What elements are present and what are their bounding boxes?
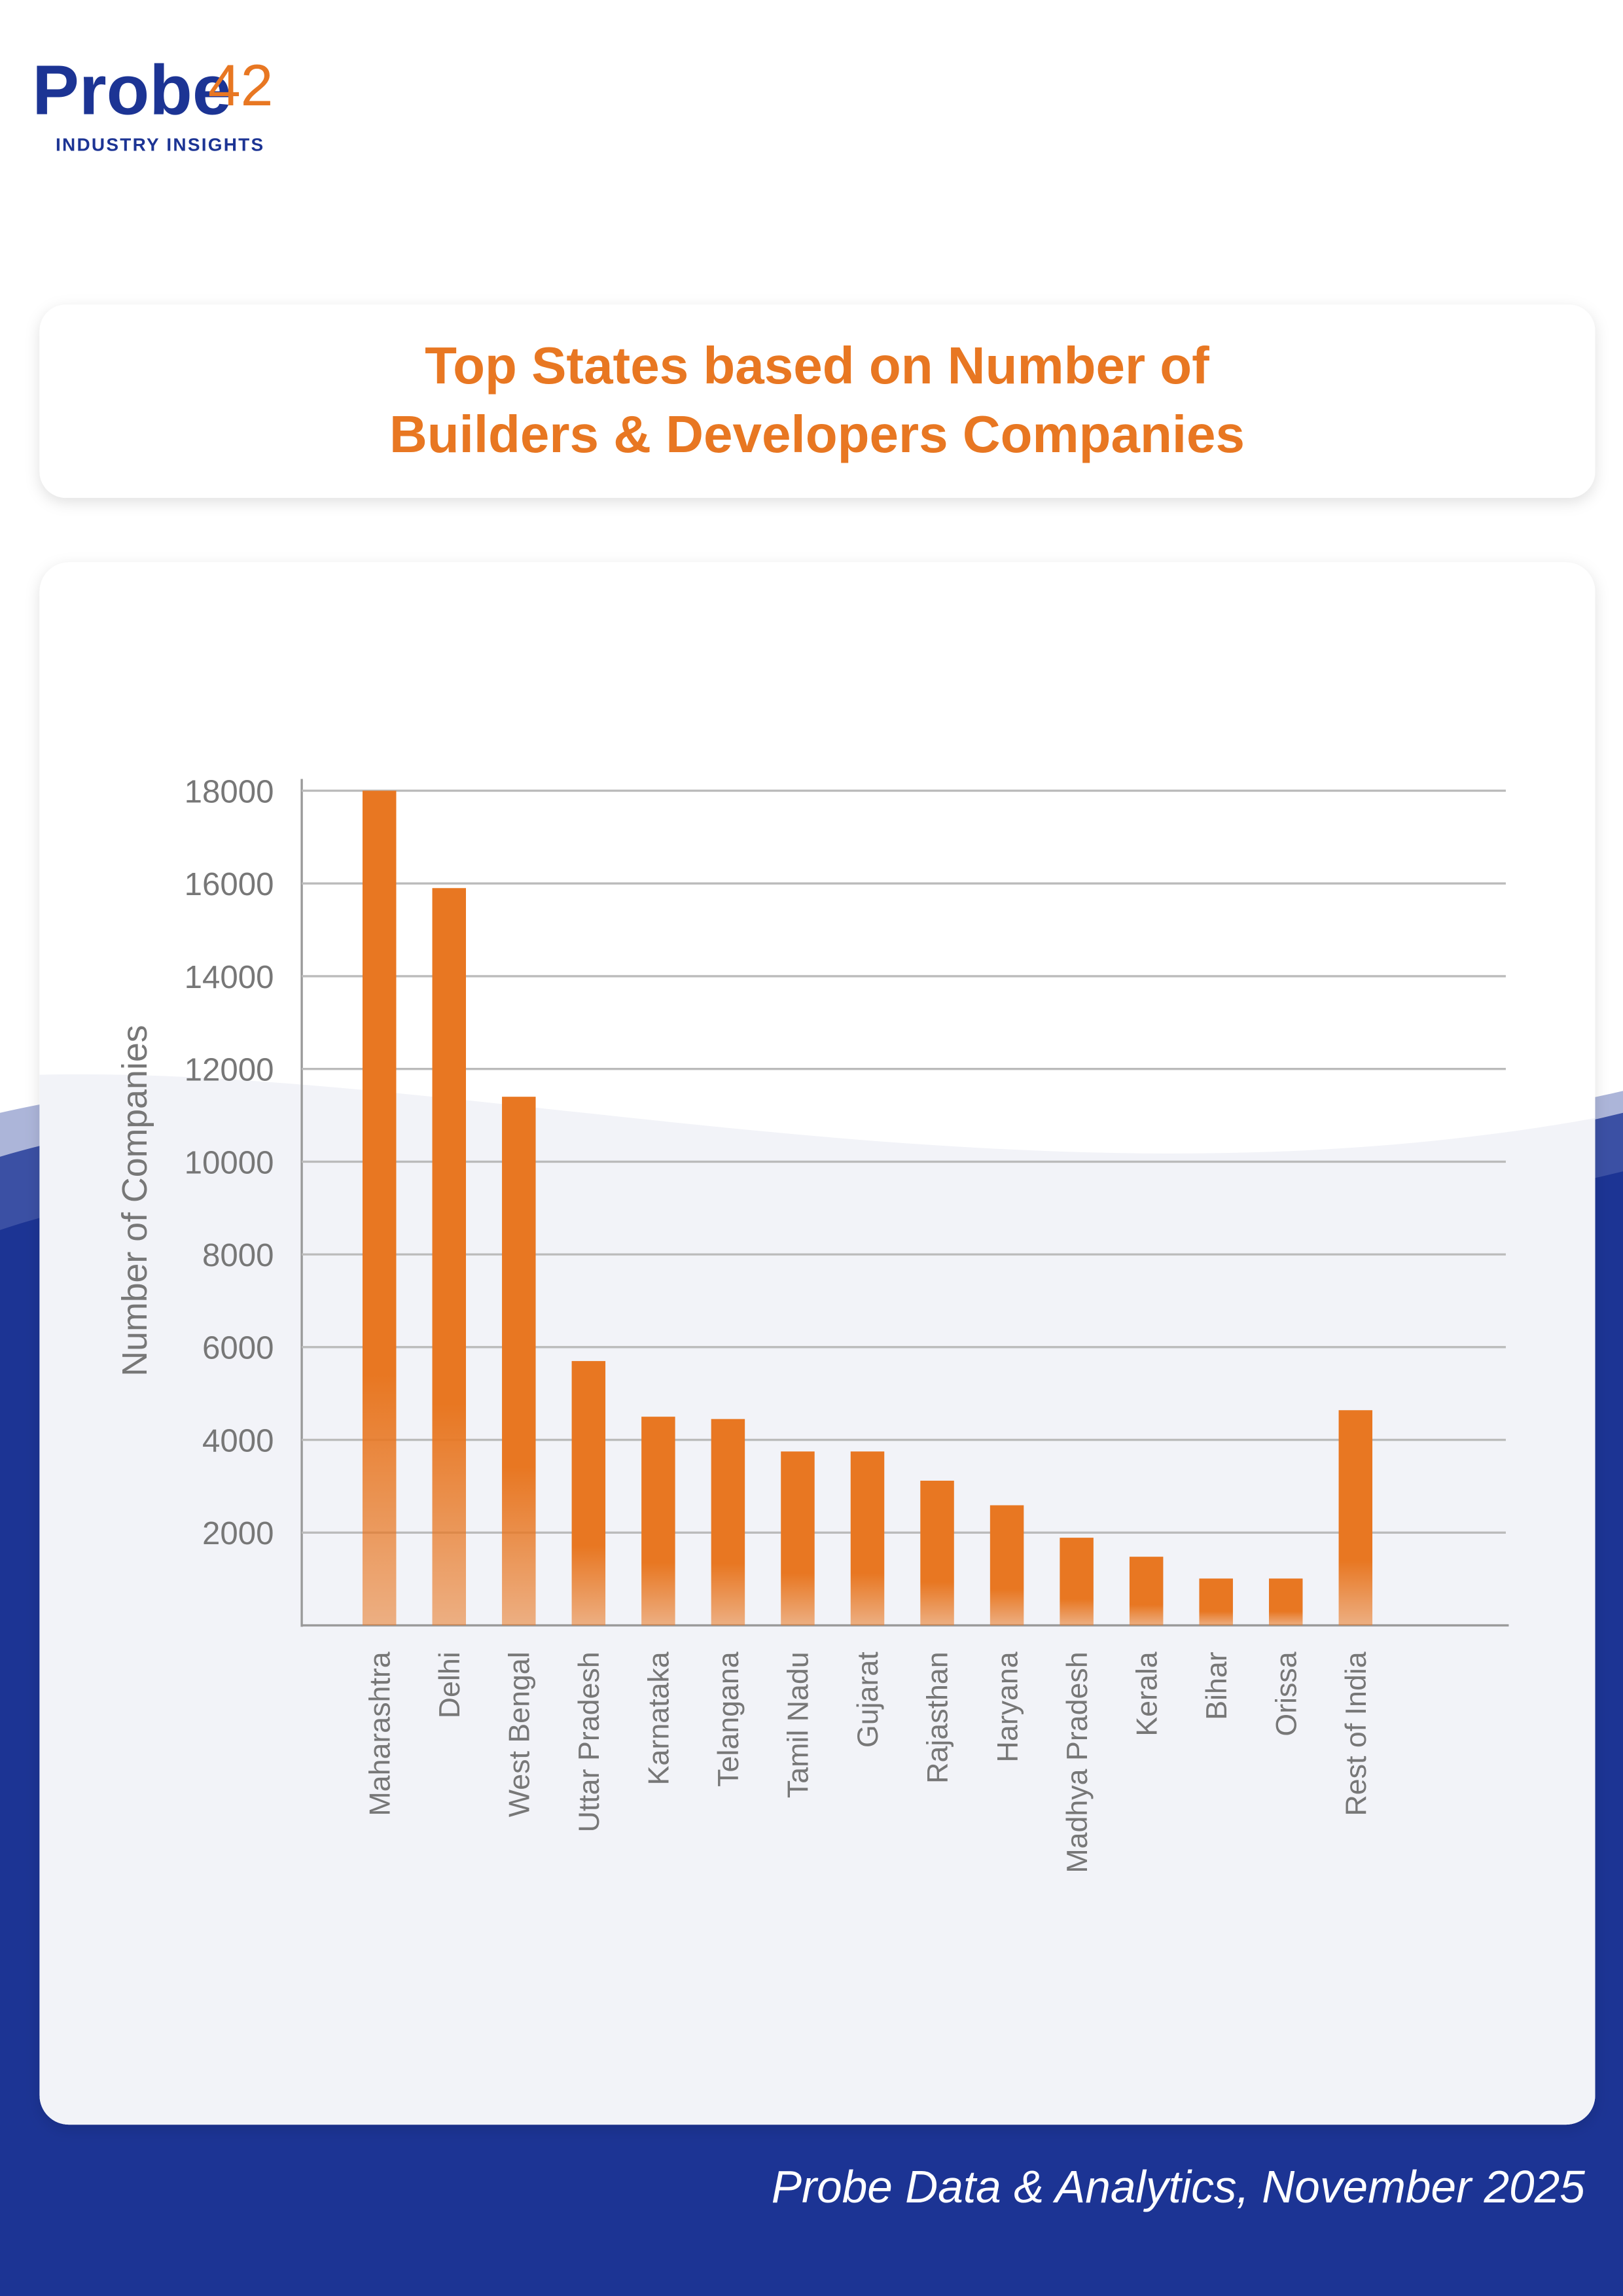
x-tick-label: Bihar bbox=[1200, 1651, 1233, 1720]
y-axis-label: Number of Companies bbox=[115, 1025, 154, 1376]
y-tick-label: 2000 bbox=[202, 1515, 274, 1551]
plot: 2000 4000 6000 8000 10000 12000 14000 16000 1800… bbox=[185, 773, 1509, 1873]
y-tick-label: 12000 bbox=[185, 1052, 274, 1088]
bar bbox=[571, 1361, 606, 1626]
logo-number: 42 bbox=[208, 52, 274, 118]
bar bbox=[781, 1451, 815, 1626]
x-tick-label: Orissa bbox=[1270, 1651, 1302, 1736]
y-tick-label: 14000 bbox=[185, 959, 274, 995]
bar bbox=[432, 888, 466, 1626]
x-tick-label: Uttar Pradesh bbox=[573, 1651, 605, 1832]
x-tick-label: West Bengal bbox=[503, 1651, 535, 1817]
chart-title: Top States based on Number of Builders &… bbox=[389, 336, 1245, 463]
y-tick-label: 4000 bbox=[202, 1422, 274, 1458]
x-tick-label: Telangana bbox=[712, 1651, 745, 1787]
x-tick-label: Haryana bbox=[991, 1651, 1024, 1762]
bar bbox=[641, 1417, 675, 1626]
x-tick-label: Kerala bbox=[1130, 1651, 1163, 1736]
bar bbox=[990, 1505, 1024, 1626]
y-tick-label: 10000 bbox=[185, 1144, 274, 1180]
bar bbox=[850, 1451, 885, 1626]
bar bbox=[920, 1480, 954, 1626]
x-tick-label: Maharashtra bbox=[363, 1651, 396, 1816]
x-tick-label: Rajasthan bbox=[921, 1651, 954, 1783]
bar bbox=[711, 1419, 745, 1626]
y-tick-label: 16000 bbox=[185, 866, 274, 902]
x-tick-label: Karnataka bbox=[643, 1651, 675, 1785]
bar bbox=[1129, 1557, 1164, 1626]
bar bbox=[1338, 1410, 1373, 1626]
title-card bbox=[39, 304, 1596, 498]
card-wave bbox=[39, 1074, 1596, 2125]
x-tick-label: Delhi bbox=[433, 1651, 466, 1718]
bar bbox=[1269, 1578, 1303, 1626]
x-tick-label: Tamil Nadu bbox=[782, 1651, 815, 1798]
bar bbox=[1060, 1538, 1094, 1626]
x-tick-label: Rest of India bbox=[1340, 1651, 1372, 1816]
logo-tagline: INDUSTRY INSIGHTS bbox=[56, 135, 264, 155]
x-tick-label: Madhya Pradesh bbox=[1061, 1651, 1094, 1873]
y-tick-label: 6000 bbox=[202, 1330, 274, 1366]
bar bbox=[502, 1097, 536, 1626]
bar bbox=[362, 790, 397, 1626]
logo-name: Probe bbox=[32, 51, 231, 130]
bar bbox=[1199, 1578, 1233, 1626]
y-tick-label: 8000 bbox=[202, 1237, 274, 1273]
footer: Probe Data & Analytics, November 2025 bbox=[772, 2161, 1585, 2212]
x-tick-label: Gujarat bbox=[851, 1651, 884, 1748]
y-tick-label: 18000 bbox=[185, 773, 274, 809]
